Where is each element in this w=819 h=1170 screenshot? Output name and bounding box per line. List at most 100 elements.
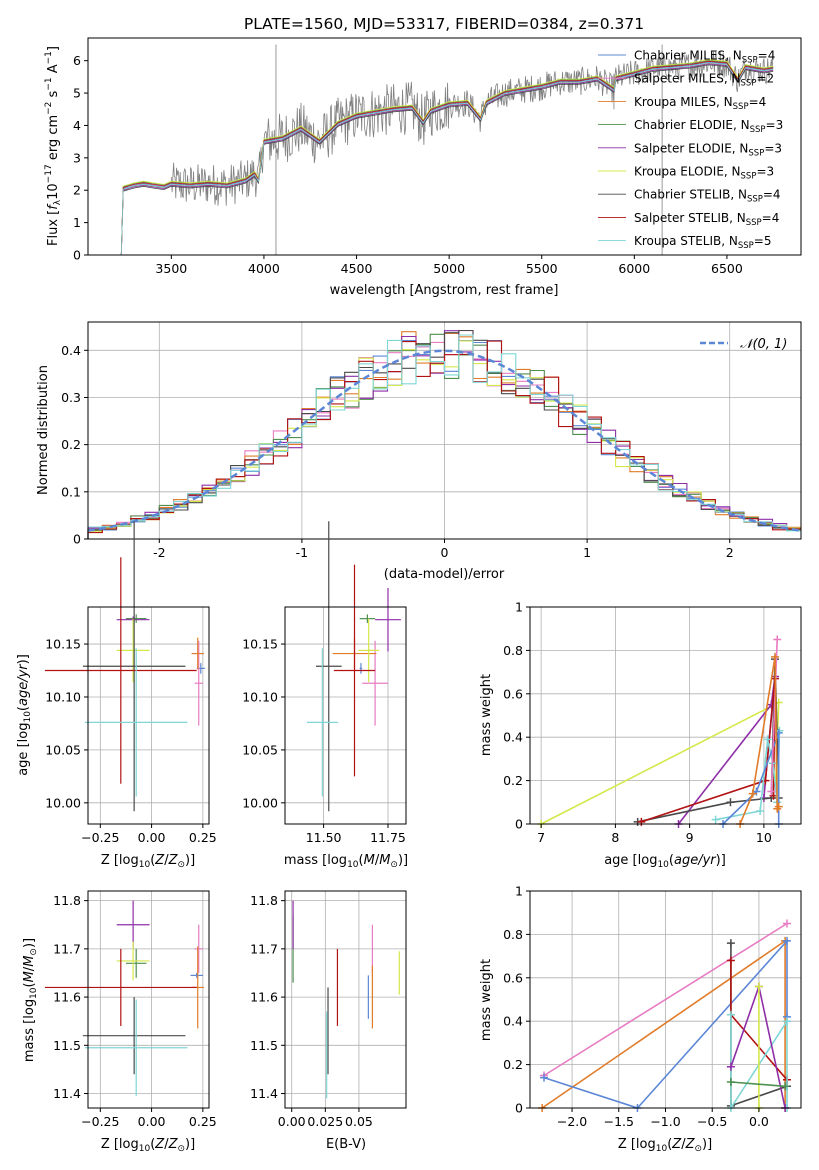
- weight-age-xlabel: age [log10(age/yr)]: [604, 853, 726, 870]
- mass-z-xlabel: Z [log10(Z/Z⊙)]: [101, 1137, 195, 1154]
- weight-marker-kroupa-miles: [748, 789, 757, 798]
- y-tick-label: 11.5: [250, 1038, 278, 1053]
- x-tick-label: 0.0: [749, 1114, 769, 1129]
- x-tick-label: 3500: [155, 261, 187, 276]
- weight-line-chabrier-stelib: [637, 659, 780, 823]
- legend-label-chabrier-elodie: Chabrier ELODIE, NSSP=3: [634, 118, 783, 135]
- y-tick-label: 6: [73, 53, 81, 68]
- weight-marker-kroupa-stelib: [782, 1017, 791, 1026]
- mass-ebv-xlabel: E(B-V): [326, 1137, 366, 1152]
- y-tick-label: 11.8: [250, 893, 278, 908]
- x-tick-label: 0.00: [138, 1114, 166, 1129]
- weight-marker-chabrier-elodie: [726, 1077, 735, 1086]
- mass-z-panel: −0.25 0.00 0.25 11.4 11.5 11.6 11.7 11.8 Z [log…: [22, 890, 217, 1154]
- legend-nssp: =2: [756, 72, 774, 86]
- residual-ticks: -2 -1 0 1 2 0 0.1 0.2 0.3 0.4: [61, 343, 734, 560]
- x-tick-label: 8: [611, 830, 619, 845]
- y-tick-label: 10.05: [242, 742, 278, 757]
- residual-plot-area: [87, 329, 802, 539]
- legend-label-kroupa-stelib: Kroupa STELIB, NSSP=5: [634, 234, 772, 251]
- y-tick-label: 0.8: [503, 643, 523, 658]
- x-tick-label: 11.50: [306, 830, 342, 845]
- y-tick-label: 11.5: [53, 1038, 81, 1053]
- weight-marker-chabrier-stelib: [726, 798, 735, 807]
- weight-marker-kroupa-miles: [771, 652, 780, 661]
- x-tick-label: 7: [537, 830, 545, 845]
- spectrum-legend: Chabrier MILES, NSSP=4 Salpeter MILES, NS…: [598, 49, 783, 251]
- mass-ebv-points: [292, 900, 400, 1099]
- age-mass-panel: 11.50 11.75 10.00 10.05 10.10 10.15 mass [log…: [242, 521, 408, 870]
- x-tick-label: 5000: [433, 261, 465, 276]
- age-mass-axes-frame: [284, 606, 407, 825]
- x-tick-label: 4000: [248, 261, 280, 276]
- spectrum-ylabel: Flux [fλ10−17 erg cm−2 s−1 A−1]: [44, 46, 63, 246]
- weight-age-ylabel: mass weight: [479, 674, 494, 756]
- x-tick-label: 9: [686, 830, 694, 845]
- mass-z-grid: [88, 891, 209, 1108]
- weight-marker-salpeter-miles: [767, 787, 776, 796]
- model-spectrum-chabrier-elodie: [116, 59, 774, 256]
- y-tick-label: 0: [73, 532, 81, 547]
- model-spectrum-chabrier-stelib: [116, 64, 774, 256]
- legend-label-chabrier-miles: Chabrier MILES, NSSP=4: [634, 49, 775, 66]
- weight-z-ticks: −2.0 −1.5 −1.0 −0.5 0.0 0 0.2 0.4 0.6 0.8 1: [503, 884, 769, 1130]
- weight-line-kroupa-elodie: [540, 701, 780, 825]
- x-tick-label: 0: [441, 545, 449, 560]
- y-tick-label: 0: [515, 817, 523, 832]
- normal-legend-label: 𝒩(0, 1): [740, 337, 787, 352]
- x-tick-label: 11.75: [370, 830, 406, 845]
- y-tick-label: 0.4: [61, 343, 81, 358]
- legend-label-salpeter-stelib: Salpeter STELIB, NSSP=4: [634, 211, 779, 228]
- x-tick-label: 6500: [711, 261, 743, 276]
- weight-age-axes-frame: [529, 606, 802, 825]
- weight-marker-kroupa-miles: [774, 802, 783, 811]
- x-tick-label: −2.0: [557, 1114, 587, 1129]
- weight-marker-chabrier-miles: [540, 1073, 549, 1082]
- mass-ebv-panel: 0.00 0.025 0.05 11.4 11.5 11.6 11.7 11.8 E(B-V): [250, 890, 407, 1152]
- age-z-axes-frame: [87, 606, 210, 825]
- weight-line-salpeter-stelib: [641, 678, 776, 823]
- spectrum-ticks: 3500 4000 4500 5000 5500 6000 6500 0 1 2 3 4 5 6: [73, 53, 743, 276]
- x-tick-label: −1.5: [604, 1114, 634, 1129]
- x-tick-label: 10: [756, 830, 772, 845]
- age-mass-xlabel: mass [log10(M/M⊙)]: [284, 853, 408, 870]
- legend-nssp: =4: [758, 49, 776, 63]
- legend-subscript: SSP: [747, 195, 763, 205]
- legend-label-salpeter-miles: Salpeter MILES, NSSP=2: [634, 72, 774, 89]
- y-tick-label: 10.15: [242, 637, 278, 652]
- weight-line-salpeter-miles: [543, 922, 788, 1077]
- mass-ebv-ticks: 0.00 0.025 0.05 11.4 11.5 11.6 11.7 11.8: [250, 893, 373, 1129]
- x-tick-label: −1.0: [650, 1114, 680, 1129]
- x-tick-label: 0.25: [189, 1114, 217, 1129]
- legend-subscript: SSP: [741, 79, 757, 89]
- x-tick-label: 5500: [526, 261, 558, 276]
- weight-marker-kroupa-stelib: [756, 806, 765, 815]
- legend-label-salpeter-elodie: Salpeter ELODIE, NSSP=3: [634, 141, 782, 158]
- weight-marker-kroupa-elodie: [754, 982, 763, 991]
- weight-marker-chabrier-elodie: [781, 1082, 790, 1091]
- x-tick-label: 4500: [341, 261, 373, 276]
- y-tick-label: 0: [515, 1101, 523, 1116]
- weight-z-lines: [538, 919, 791, 1112]
- y-tick-label: 0.4: [503, 730, 523, 745]
- x-tick-label: 0.00: [138, 830, 166, 845]
- y-tick-label: 0.6: [503, 686, 523, 701]
- residual-xlabel: (data-model)/error: [384, 567, 505, 582]
- x-tick-label: −0.25: [81, 830, 119, 845]
- x-tick-label: 0.025: [307, 1114, 343, 1129]
- y-tick-label: 4: [73, 118, 81, 133]
- weight-marker-kroupa-stelib: [726, 1010, 735, 1019]
- legend-label-kroupa-miles: Kroupa MILES, NSSP=4: [634, 95, 766, 112]
- spectrum-plot-area: [116, 44, 774, 256]
- weight-marker-chabrier-stelib: [726, 939, 735, 948]
- x-tick-label: 0.25: [189, 830, 217, 845]
- y-tick-label: 2: [73, 183, 81, 198]
- y-tick-label: 1: [515, 884, 523, 899]
- y-tick-label: 3: [73, 150, 81, 165]
- legend-label-chabrier-stelib: Chabrier STELIB, NSSP=4: [634, 188, 781, 205]
- x-tick-label: 0.00: [278, 1114, 306, 1129]
- legend-subscript: SSP: [742, 56, 758, 66]
- mass-z-points: [44, 900, 204, 1096]
- y-tick-label: 1: [73, 215, 81, 230]
